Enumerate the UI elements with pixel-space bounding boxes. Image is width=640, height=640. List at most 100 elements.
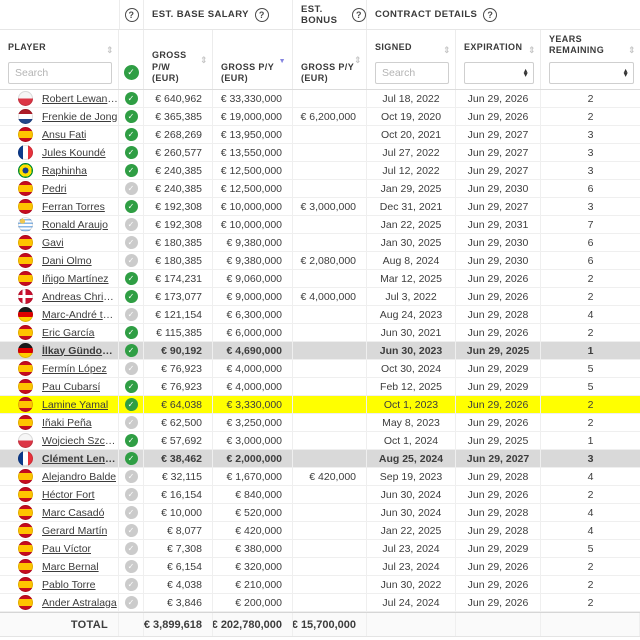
player-link[interactable]: İlkay Gündoğan — [42, 344, 118, 357]
player-link[interactable]: Andreas Christens... — [42, 290, 118, 303]
verified-icon: ✓ — [124, 398, 138, 411]
player-link[interactable]: Raphinha — [42, 164, 87, 177]
player-link[interactable]: Gavi — [42, 236, 64, 249]
player-link[interactable]: Ansu Fati — [42, 128, 87, 141]
years-filter-select[interactable]: ▴ ▾ — [549, 62, 634, 84]
player-cell: Jules Koundé — [0, 144, 119, 161]
player-link[interactable]: Pablo Torre — [42, 578, 96, 591]
player-link[interactable]: Lamine Yamal — [42, 398, 109, 411]
unverified-icon: ✓ — [124, 524, 138, 537]
bonus-py-cell: € 6,200,000 — [293, 108, 367, 125]
flag-icon-netherlands — [18, 109, 33, 124]
verified-icon: ✓ — [124, 272, 138, 285]
years-cell: 2 — [587, 578, 594, 591]
verified-cell: ✓ — [119, 108, 144, 125]
bonus-py-cell — [293, 432, 367, 449]
gross-pw-cell: € 180,385 — [144, 252, 213, 269]
verified-cell: ✓ — [119, 126, 144, 143]
base-salary-help-icon[interactable]: ? — [254, 7, 269, 22]
bonus-py-cell — [293, 522, 367, 539]
player-link[interactable]: Pau Cubarsí — [42, 380, 101, 393]
bonus-py-cell — [293, 180, 367, 197]
expiration-filter-select[interactable]: ▴ ▾ — [464, 62, 534, 84]
gross-py-cell: € 3,000,000 — [213, 432, 293, 449]
bonus-py-cell: € 420,000 — [293, 468, 367, 485]
table-row: Raphinha ✓ € 240,385 € 12,500,000 Jul 12, 20… — [0, 162, 640, 180]
flag-icon-brazil — [18, 163, 33, 178]
sort-icon-bonus-py[interactable]: ⇕ — [354, 55, 362, 65]
player-cell: Wojciech Szczesny — [0, 432, 119, 449]
sort-icon-years-remaining[interactable]: ⇕ — [628, 45, 636, 55]
player-link[interactable]: Clément Lenglet — [42, 452, 118, 465]
col-bonus-py: GROSS P/Y (EUR) ⇕ — [293, 30, 367, 89]
player-link[interactable]: Robert Lewandow... — [42, 92, 118, 105]
player-link[interactable]: Marc Bernal — [42, 560, 99, 573]
player-link[interactable]: Eric García — [42, 326, 95, 339]
player-link[interactable]: Dani Olmo — [42, 254, 92, 267]
gross-pw-cell: € 6,154 — [144, 558, 213, 575]
player-link[interactable]: Ronald Araujo — [42, 218, 108, 231]
player-cell: Alejandro Balde — [0, 468, 119, 485]
player-link[interactable]: Frenkie de Jong — [42, 110, 118, 123]
player-link[interactable]: Pau Víctor — [42, 542, 92, 555]
unverified-icon: ✓ — [124, 578, 138, 591]
player-link[interactable]: Jules Koundé — [42, 146, 106, 159]
verified-cell: ✓ — [119, 162, 144, 179]
signed-cell: Jul 27, 2022 — [367, 144, 456, 161]
gross-pw-cell: € 115,385 — [144, 324, 213, 341]
col-years-remaining-label: YEARS REMAINING — [549, 34, 605, 56]
total-bonus-py: € 15,700,000 — [293, 613, 367, 636]
player-link[interactable]: Alejandro Balde — [42, 470, 117, 483]
verified-help-icon[interactable]: ? — [124, 7, 139, 22]
signed-search-input[interactable] — [375, 62, 449, 84]
signed-cell: Oct 19, 2020 — [367, 108, 456, 125]
verified-icon: ✓ — [124, 452, 138, 465]
bonus-py-cell — [293, 450, 367, 467]
gross-py-cell: € 210,000 — [213, 576, 293, 593]
player-link[interactable]: Ander Astralaga — [42, 596, 117, 609]
years-cell: 3 — [587, 452, 594, 465]
expiration-cell: Jun 29, 2031 — [456, 216, 541, 233]
player-link[interactable]: Iñaki Peña — [42, 416, 92, 429]
bonus-py-cell — [293, 504, 367, 521]
years-cell: 6 — [587, 236, 594, 249]
sort-icon-player[interactable]: ⇕ — [106, 45, 114, 55]
table-row: Jules Koundé ✓ € 260,577 € 13,550,000 Jul 27… — [0, 144, 640, 162]
sort-icon-gross-pw[interactable]: ⇕ — [200, 55, 208, 65]
years-cell: 1 — [587, 344, 594, 357]
player-cell: Pau Cubarsí — [0, 378, 119, 395]
player-link[interactable]: Iñigo Martínez — [42, 272, 109, 285]
sort-icon-gross-py-desc[interactable]: ▼ — [278, 58, 286, 65]
bonus-py-cell: € 2,080,000 — [293, 252, 367, 269]
sort-icon-expiration[interactable]: ⇕ — [528, 45, 536, 55]
bonus-help-icon[interactable]: ? — [352, 7, 366, 22]
gross-pw-cell: € 192,308 — [144, 198, 213, 215]
verified-cell: ✓ — [119, 90, 144, 107]
table-row: Ferran Torres ✓ € 192,308 € 10,000,000 € 3,0… — [0, 198, 640, 216]
player-link[interactable]: Marc Casadó — [42, 506, 105, 519]
player-link[interactable]: Fermín López — [42, 362, 107, 375]
gross-pw-cell: € 16,154 — [144, 486, 213, 503]
unverified-icon: ✓ — [124, 362, 138, 375]
years-cell: 7 — [587, 218, 594, 231]
player-link[interactable]: Pedri — [42, 182, 67, 195]
col-gross-pw-label: GROSS P/W (EUR) — [152, 50, 187, 83]
gross-py-cell: € 33,330,000 — [213, 90, 293, 107]
sort-icon-signed[interactable]: ⇕ — [443, 45, 451, 55]
group-bonus: EST. BONUS ? — [293, 0, 367, 29]
player-cell: Ferran Torres — [0, 198, 119, 215]
contract-help-icon[interactable]: ? — [483, 7, 498, 22]
player-link[interactable]: Ferran Torres — [42, 200, 105, 213]
col-expiration-label: EXPIRATION — [464, 42, 523, 52]
total-row: TOTAL € 3,899,618 € 202,780,000 € 15,700… — [0, 612, 640, 637]
unverified-icon: ✓ — [124, 308, 138, 321]
signed-cell: Jul 18, 2022 — [367, 90, 456, 107]
gross-pw-cell: € 268,269 — [144, 126, 213, 143]
player-link[interactable]: Wojciech Szczesny — [42, 434, 118, 447]
player-link[interactable]: Gerard Martín — [42, 524, 108, 537]
signed-cell: Jan 22, 2025 — [367, 216, 456, 233]
player-link[interactable]: Marc-André ter Ste... — [42, 308, 118, 321]
verified-header-icon: ✓ — [123, 65, 139, 80]
player-search-input[interactable] — [8, 62, 112, 84]
player-link[interactable]: Héctor Fort — [42, 488, 95, 501]
